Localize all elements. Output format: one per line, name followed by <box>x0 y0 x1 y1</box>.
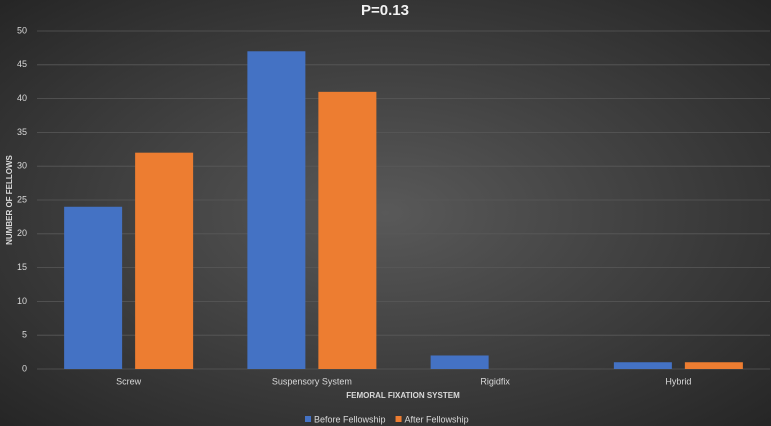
y-tick-label: 20 <box>17 228 27 238</box>
y-tick-label: 15 <box>17 262 27 272</box>
y-tick-label: 40 <box>17 93 27 103</box>
chart-title: P=0.13 <box>361 2 409 19</box>
x-tick-label: Rigidfix <box>480 376 510 386</box>
y-tick-label: 10 <box>17 296 27 306</box>
y-tick-label: 25 <box>17 194 27 204</box>
y-tick-label: 30 <box>17 161 27 171</box>
legend-label: After Fellowship <box>405 414 469 424</box>
y-axis-label: NUMBER OF FELLOWS <box>5 154 14 244</box>
bar <box>613 362 672 369</box>
bar <box>430 355 489 369</box>
x-tick-label: Screw <box>116 376 142 386</box>
y-tick-label: 0 <box>22 363 27 373</box>
x-tick-label: Hybrid <box>665 376 691 386</box>
bar <box>247 51 306 369</box>
x-axis-label: FEMORAL FIXATION SYSTEM <box>346 391 460 400</box>
x-tick-label: Suspensory System <box>272 376 352 386</box>
bar <box>135 152 194 369</box>
legend-label: Before Fellowship <box>314 414 386 424</box>
bar <box>684 362 743 369</box>
y-tick-label: 35 <box>17 127 27 137</box>
legend-swatch <box>395 416 402 422</box>
y-tick-label: 45 <box>17 59 27 69</box>
y-tick-label: 50 <box>17 25 27 35</box>
bar <box>64 206 123 369</box>
legend-swatch <box>305 416 311 422</box>
y-tick-label: 5 <box>22 330 27 340</box>
bar <box>318 91 377 369</box>
